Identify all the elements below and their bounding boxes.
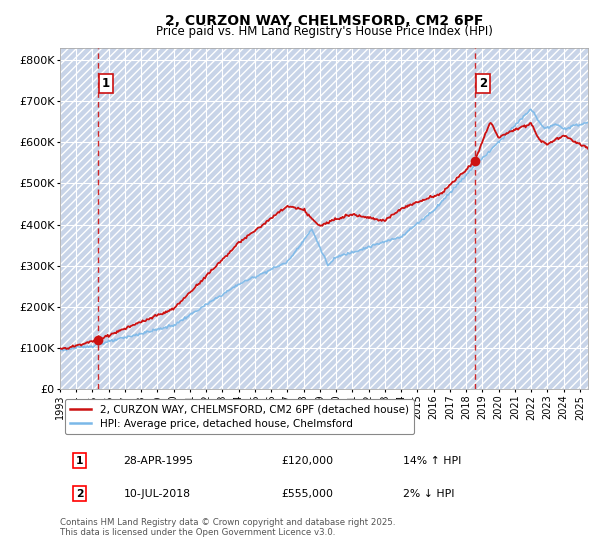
- Text: 28-APR-1995: 28-APR-1995: [124, 456, 193, 466]
- Text: 2% ↓ HPI: 2% ↓ HPI: [403, 489, 455, 499]
- Text: 1: 1: [102, 77, 110, 90]
- Text: Price paid vs. HM Land Registry's House Price Index (HPI): Price paid vs. HM Land Registry's House …: [155, 25, 493, 38]
- Legend: 2, CURZON WAY, CHELMSFORD, CM2 6PF (detached house), HPI: Average price, detache: 2, CURZON WAY, CHELMSFORD, CM2 6PF (deta…: [65, 399, 414, 434]
- Text: 2: 2: [479, 77, 487, 90]
- Text: Contains HM Land Registry data © Crown copyright and database right 2025.
This d: Contains HM Land Registry data © Crown c…: [60, 518, 395, 538]
- Text: 14% ↑ HPI: 14% ↑ HPI: [403, 456, 461, 466]
- Text: £120,000: £120,000: [282, 456, 334, 466]
- Text: 10-JUL-2018: 10-JUL-2018: [124, 489, 190, 499]
- Text: £555,000: £555,000: [282, 489, 334, 499]
- Text: 2: 2: [76, 489, 83, 499]
- Text: 2, CURZON WAY, CHELMSFORD, CM2 6PF: 2, CURZON WAY, CHELMSFORD, CM2 6PF: [165, 14, 483, 28]
- Text: 1: 1: [76, 456, 83, 466]
